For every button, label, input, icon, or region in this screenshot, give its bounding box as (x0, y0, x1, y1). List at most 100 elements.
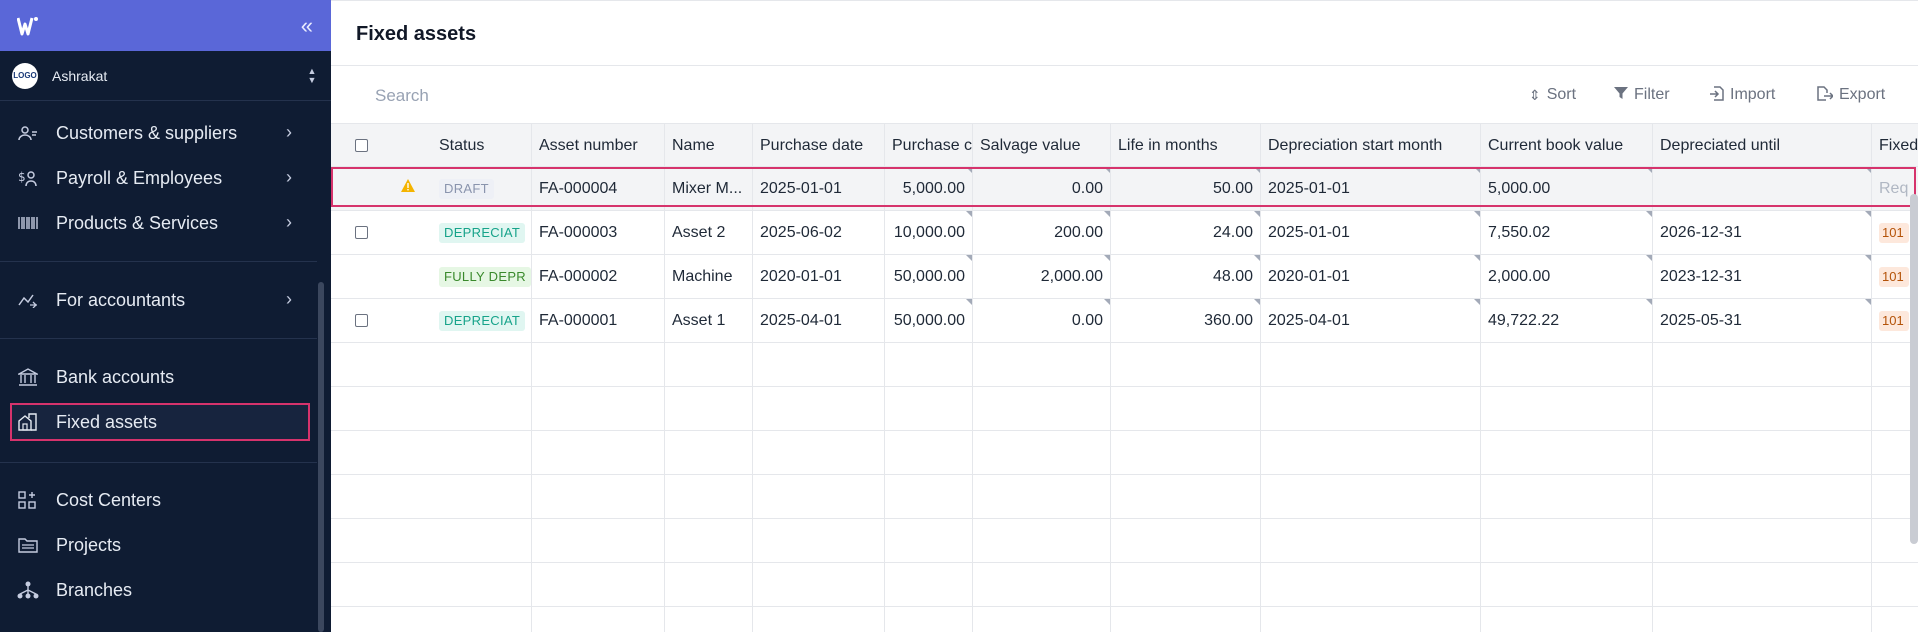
book-value-cell[interactable]: 5,000.00 (1480, 167, 1652, 211)
sort-button[interactable]: ⇕ Sort (1529, 86, 1576, 104)
cell-marker (1646, 255, 1652, 261)
sidebar-item-label: Products & Services (56, 212, 219, 233)
cell-marker (1474, 299, 1480, 305)
column-header-current-book-value[interactable]: Current book value (1480, 124, 1652, 168)
salvage-value-cell[interactable]: 200.00 (972, 211, 1110, 255)
purchase-date-cell[interactable]: 2020-01-01 (752, 255, 884, 299)
filter-button[interactable]: Filter (1614, 86, 1670, 104)
salvage-value-cell[interactable]: 0.00 (972, 299, 1110, 343)
dep-until-cell[interactable]: 2023-12-31 (1652, 255, 1871, 299)
dep-until-cell[interactable]: 2025-05-31 (1652, 299, 1871, 343)
fixed-cell[interactable]: 101 (1871, 211, 1918, 255)
name-cell[interactable]: Asset 1 (664, 299, 752, 343)
sidebar-item-for-accountants[interactable]: For accountants › (12, 280, 312, 320)
fixed-cell[interactable]: Req (1871, 167, 1918, 211)
purchase-cost-cell[interactable]: 10,000.00 (884, 211, 972, 255)
dep-start-cell[interactable]: 2025-01-01 (1260, 167, 1480, 211)
purchase-cost-cell[interactable]: 50,000.00 (884, 255, 972, 299)
name-cell[interactable]: Machine (664, 255, 752, 299)
column-header-purchase-date[interactable]: Purchase date (752, 124, 884, 168)
dep-start-cell[interactable]: 2025-04-01 (1260, 299, 1480, 343)
cell-value: 2025-01-01 (1268, 180, 1350, 197)
salvage-value-cell[interactable]: 2,000.00 (972, 255, 1110, 299)
column-header-asset-number[interactable]: Asset number (531, 124, 664, 168)
status-cell[interactable]: DEPRECIAT (432, 211, 531, 255)
sidebar-item-bank-accounts[interactable]: Bank accounts (12, 357, 312, 397)
empty-row (331, 343, 1918, 387)
status-cell[interactable]: FULLY DEPR (432, 255, 531, 299)
cell-value: 200.00 (1054, 224, 1103, 241)
dep-until-cell[interactable]: 2026-12-31 (1652, 211, 1871, 255)
status-cell[interactable]: DEPRECIAT (432, 299, 531, 343)
name-cell[interactable]: Mixer M... (664, 167, 752, 211)
asset-number-cell[interactable]: FA-000003 (531, 211, 664, 255)
dep-start-cell[interactable]: 2020-01-01 (1260, 255, 1480, 299)
name-cell[interactable]: Asset 2 (664, 211, 752, 255)
dep-start-cell[interactable]: 2025-01-01 (1260, 211, 1480, 255)
sidebar-item-branches[interactable]: Branches (12, 570, 312, 610)
life-months-cell[interactable]: 24.00 (1110, 211, 1260, 255)
export-label: Export (1839, 86, 1886, 103)
sidebar-header: « (0, 0, 331, 51)
fixed-cell[interactable]: 101 (1871, 299, 1918, 343)
cell-marker (1104, 211, 1110, 217)
sidebar-item-customers-suppliers[interactable]: Customers & suppliers › (12, 113, 312, 153)
asset-number-cell[interactable]: FA-000002 (531, 255, 664, 299)
column-header-name[interactable]: Name (664, 124, 752, 168)
sidebar-item-cost-centers[interactable]: Cost Centers (12, 480, 312, 520)
purchase-date-cell[interactable]: 2025-04-01 (752, 299, 884, 343)
asset-number-cell[interactable]: FA-000004 (531, 167, 664, 211)
column-header-depreciation-start[interactable]: Depreciation start month (1260, 124, 1480, 168)
book-value-cell[interactable]: 2,000.00 (1480, 255, 1652, 299)
table-row[interactable]: DEPRECIAT FA-000001 Asset 1 2025-04-01 50,00… (331, 299, 1918, 343)
column-header-depreciated-until[interactable]: Depreciated until (1652, 124, 1871, 168)
double-chevron-left-icon[interactable]: « (300, 12, 313, 38)
select-all-checkbox[interactable] (355, 139, 368, 152)
column-header-salvage-value[interactable]: Salvage value (972, 124, 1110, 168)
sidebar-item-label: Fixed assets (56, 411, 158, 432)
book-value-cell[interactable]: 7,550.02 (1480, 211, 1652, 255)
life-months-cell[interactable]: 48.00 (1110, 255, 1260, 299)
row-checkbox[interactable] (355, 314, 368, 327)
sidebar-scrollbar[interactable] (318, 282, 324, 632)
import-button[interactable]: Import (1710, 86, 1775, 104)
book-value-cell[interactable]: 49,722.22 (1480, 299, 1652, 343)
row-checkbox[interactable] (355, 226, 368, 239)
sidebar-item-projects[interactable]: Projects (12, 525, 312, 565)
cell-value: Asset 1 (672, 312, 726, 329)
cell-value: 360.00 (1204, 312, 1253, 329)
export-button[interactable]: Export (1817, 86, 1885, 104)
column-header-life-in-months[interactable]: Life in months (1110, 124, 1260, 168)
sidebar-item-products-services[interactable]: Products & Services › (12, 203, 312, 243)
fixed-cell[interactable]: 101 (1871, 255, 1918, 299)
cell-marker (1104, 299, 1110, 305)
dep-until-cell[interactable] (1652, 167, 1871, 211)
column-header-status[interactable]: Status (439, 137, 485, 154)
grid-line (1260, 123, 1261, 632)
purchase-cost-cell[interactable]: 50,000.00 (884, 299, 972, 343)
org-switcher[interactable]: LOGO Ashrakat ▲ ▼ (0, 51, 331, 101)
column-header-purchase-cost[interactable]: Purchase c (884, 124, 972, 168)
cell-marker (1254, 255, 1260, 261)
sidebar-item-payroll-employees[interactable]: $ Payroll & Employees › (12, 158, 312, 198)
life-months-cell[interactable]: 50.00 (1110, 167, 1260, 211)
table-scrollbar[interactable] (1910, 194, 1918, 544)
life-months-cell[interactable]: 360.00 (1110, 299, 1260, 343)
cell-marker (1104, 167, 1110, 173)
table-row[interactable]: DEPRECIAT FA-000003 Asset 2 2025-06-02 10,00… (331, 211, 1918, 255)
cell-marker (1865, 255, 1871, 261)
w-logo-icon[interactable] (16, 14, 40, 38)
purchase-date-cell[interactable]: 2025-06-02 (752, 211, 884, 255)
status-cell[interactable]: DRAFT (432, 167, 531, 211)
purchase-date-cell[interactable]: 2025-01-01 (752, 167, 884, 211)
sort-icon: ⇕ (1529, 86, 1541, 103)
salvage-value-cell[interactable]: 0.00 (972, 167, 1110, 211)
search-input[interactable]: Search (375, 86, 429, 105)
table-row[interactable]: FULLY DEPR FA-000002 Machine 2020-01-01 50,0… (331, 255, 1918, 299)
column-header-fixed[interactable]: Fixed (1871, 124, 1918, 168)
table-header: Status Asset number Name Purchase date P… (331, 123, 1918, 168)
table-row[interactable]: DRAFT FA-000004 Mixer M... 2025-01-01 5,000.… (331, 167, 1918, 211)
purchase-cost-cell[interactable]: 5,000.00 (884, 167, 972, 211)
sidebar-item-fixed-assets[interactable]: Fixed assets (10, 403, 310, 441)
asset-number-cell[interactable]: FA-000001 (531, 299, 664, 343)
